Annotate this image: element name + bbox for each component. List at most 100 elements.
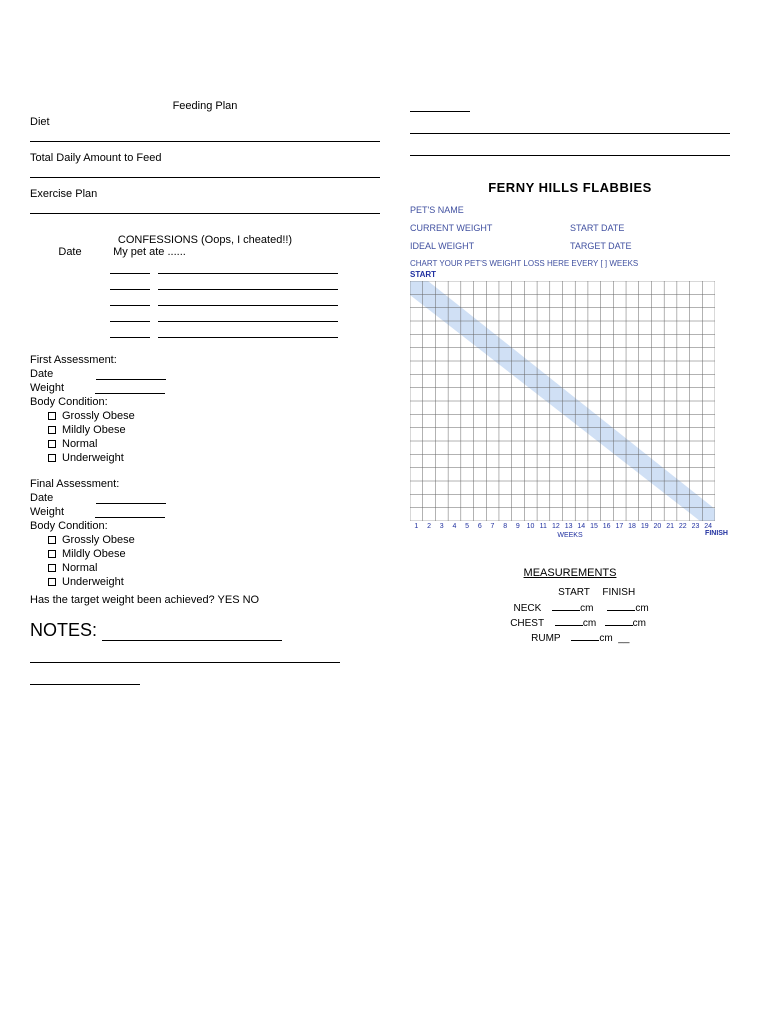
current-weight-label: CURRENT WEIGHT [410,223,570,233]
meas-chest-finish[interactable] [605,617,633,626]
first-option-row[interactable]: Normal [48,438,380,450]
meas-header-start: START [553,587,595,598]
x-tick-label: 13 [562,523,575,530]
weight-loss-chart [410,281,715,521]
x-tick-label: 7 [486,523,499,530]
x-tick-label: 6 [473,523,486,530]
first-assessment-title: First Assessment: [30,354,380,366]
final-option-row[interactable]: Mildly Obese [48,548,380,560]
x-tick-label: 11 [537,523,550,530]
x-tick-label: 19 [638,523,651,530]
measurement-row: NECK cm cm [410,602,730,614]
feeding-plan-title: Feeding Plan [30,100,380,112]
meas-header-finish: FINISH [598,587,640,598]
notes-line-2[interactable] [30,647,340,663]
option-label: Grossly Obese [62,534,135,546]
x-tick-label: 4 [448,523,461,530]
start-date-label: START DATE [570,223,710,233]
notes-line-1[interactable] [102,627,282,641]
right-top-line-2[interactable] [410,144,730,156]
x-tick-label: 1 [410,523,423,530]
checkbox-icon[interactable] [48,426,56,434]
total-daily-label: Total Daily Amount to Feed [30,152,380,164]
chart-instruction: CHART YOUR PET'S WEIGHT LOSS HERE EVERY … [410,259,730,268]
first-weight-row: Weight [30,382,380,394]
x-tick-label: 5 [461,523,474,530]
confession-row[interactable] [110,312,380,324]
final-date-label: Date [30,492,53,504]
notes-section: NOTES: [30,620,380,641]
final-assessment-title: Final Assessment: [30,478,380,490]
right-panel: FERNY HILLS FLABBIES PET'S NAME CURRENT … [410,100,730,685]
confessions-date-label: Date [30,246,110,258]
meas-neck-finish[interactable] [607,602,635,611]
option-label: Mildly Obese [62,548,126,560]
flabbies-title: FERNY HILLS FLABBIES [410,180,730,195]
confession-row[interactable] [110,264,380,276]
meas-rump-label: RUMP [511,633,561,644]
option-label: Underweight [62,576,124,588]
diet-label: Diet [30,116,380,128]
option-label: Grossly Obese [62,410,135,422]
x-tick-label: 16 [600,523,613,530]
meas-neck-label: NECK [491,603,541,614]
first-option-row[interactable]: Underweight [48,452,380,464]
x-tick-label: 20 [651,523,664,530]
checkbox-icon[interactable] [48,578,56,586]
first-option-row[interactable]: Mildly Obese [48,424,380,436]
right-top-line-1[interactable] [410,122,730,134]
target-date-label: TARGET DATE [570,241,710,251]
x-axis-labels: 123456789101112131415161718192021222324 [410,523,730,530]
meas-chest-start[interactable] [555,617,583,626]
final-option-row[interactable]: Underweight [48,576,380,588]
meas-neck-start[interactable] [552,602,580,611]
pet-info-grid: PET'S NAME CURRENT WEIGHT START DATE IDE… [410,205,730,251]
checkbox-icon[interactable] [48,440,56,448]
x-tick-label: 10 [524,523,537,530]
confession-row[interactable] [110,296,380,308]
option-label: Underweight [62,452,124,464]
meas-rump-start[interactable] [571,632,599,641]
confessions-subheader: Date My pet ate ...... [30,246,380,258]
left-panel: Feeding Plan Diet Total Daily Amount to … [30,100,380,685]
ideal-weight-label: IDEAL WEIGHT [410,241,570,251]
notes-line-3[interactable] [30,669,140,685]
x-tick-label: 2 [423,523,436,530]
notes-label: NOTES: [30,620,97,640]
first-assessment: First Assessment: Date Weight Body Condi… [30,354,380,464]
measurement-row: CHEST cm cm [410,617,730,629]
final-option-row[interactable]: Normal [48,562,380,574]
pets-name-label: PET'S NAME [410,205,570,215]
option-label: Normal [62,562,97,574]
x-tick-label: 17 [613,523,626,530]
start-label: START [410,270,730,279]
checkbox-icon[interactable] [48,412,56,420]
checkbox-icon[interactable] [48,454,56,462]
right-top-short-line[interactable] [410,100,470,112]
meas-chest-label: CHEST [494,618,544,629]
confession-row[interactable] [110,328,380,340]
confessions-pet-label: My pet ate ...... [113,246,186,258]
exercise-label: Exercise Plan [30,188,380,200]
first-body-condition-label: Body Condition: [30,396,380,408]
first-option-row[interactable]: Grossly Obese [48,410,380,422]
checkbox-icon[interactable] [48,550,56,558]
first-weight-input[interactable] [95,384,165,394]
final-date-input[interactable] [96,494,166,504]
checkbox-icon[interactable] [48,536,56,544]
target-question: Has the target weight been achieved? YES… [30,594,380,606]
first-date-input[interactable] [96,370,166,380]
total-daily-line[interactable] [30,166,380,178]
x-tick-label: 14 [575,523,588,530]
exercise-line[interactable] [30,202,380,214]
checkbox-icon[interactable] [48,564,56,572]
confession-row[interactable] [110,280,380,292]
confessions-title: CONFESSIONS (Oops, I cheated!!) [30,234,380,246]
diet-line[interactable] [30,130,380,142]
x-tick-label: 24 [702,523,715,530]
final-option-row[interactable]: Grossly Obese [48,534,380,546]
x-tick-label: 9 [512,523,525,530]
x-tick-label: 12 [550,523,563,530]
x-tick-label: 23 [689,523,702,530]
final-weight-input[interactable] [95,508,165,518]
